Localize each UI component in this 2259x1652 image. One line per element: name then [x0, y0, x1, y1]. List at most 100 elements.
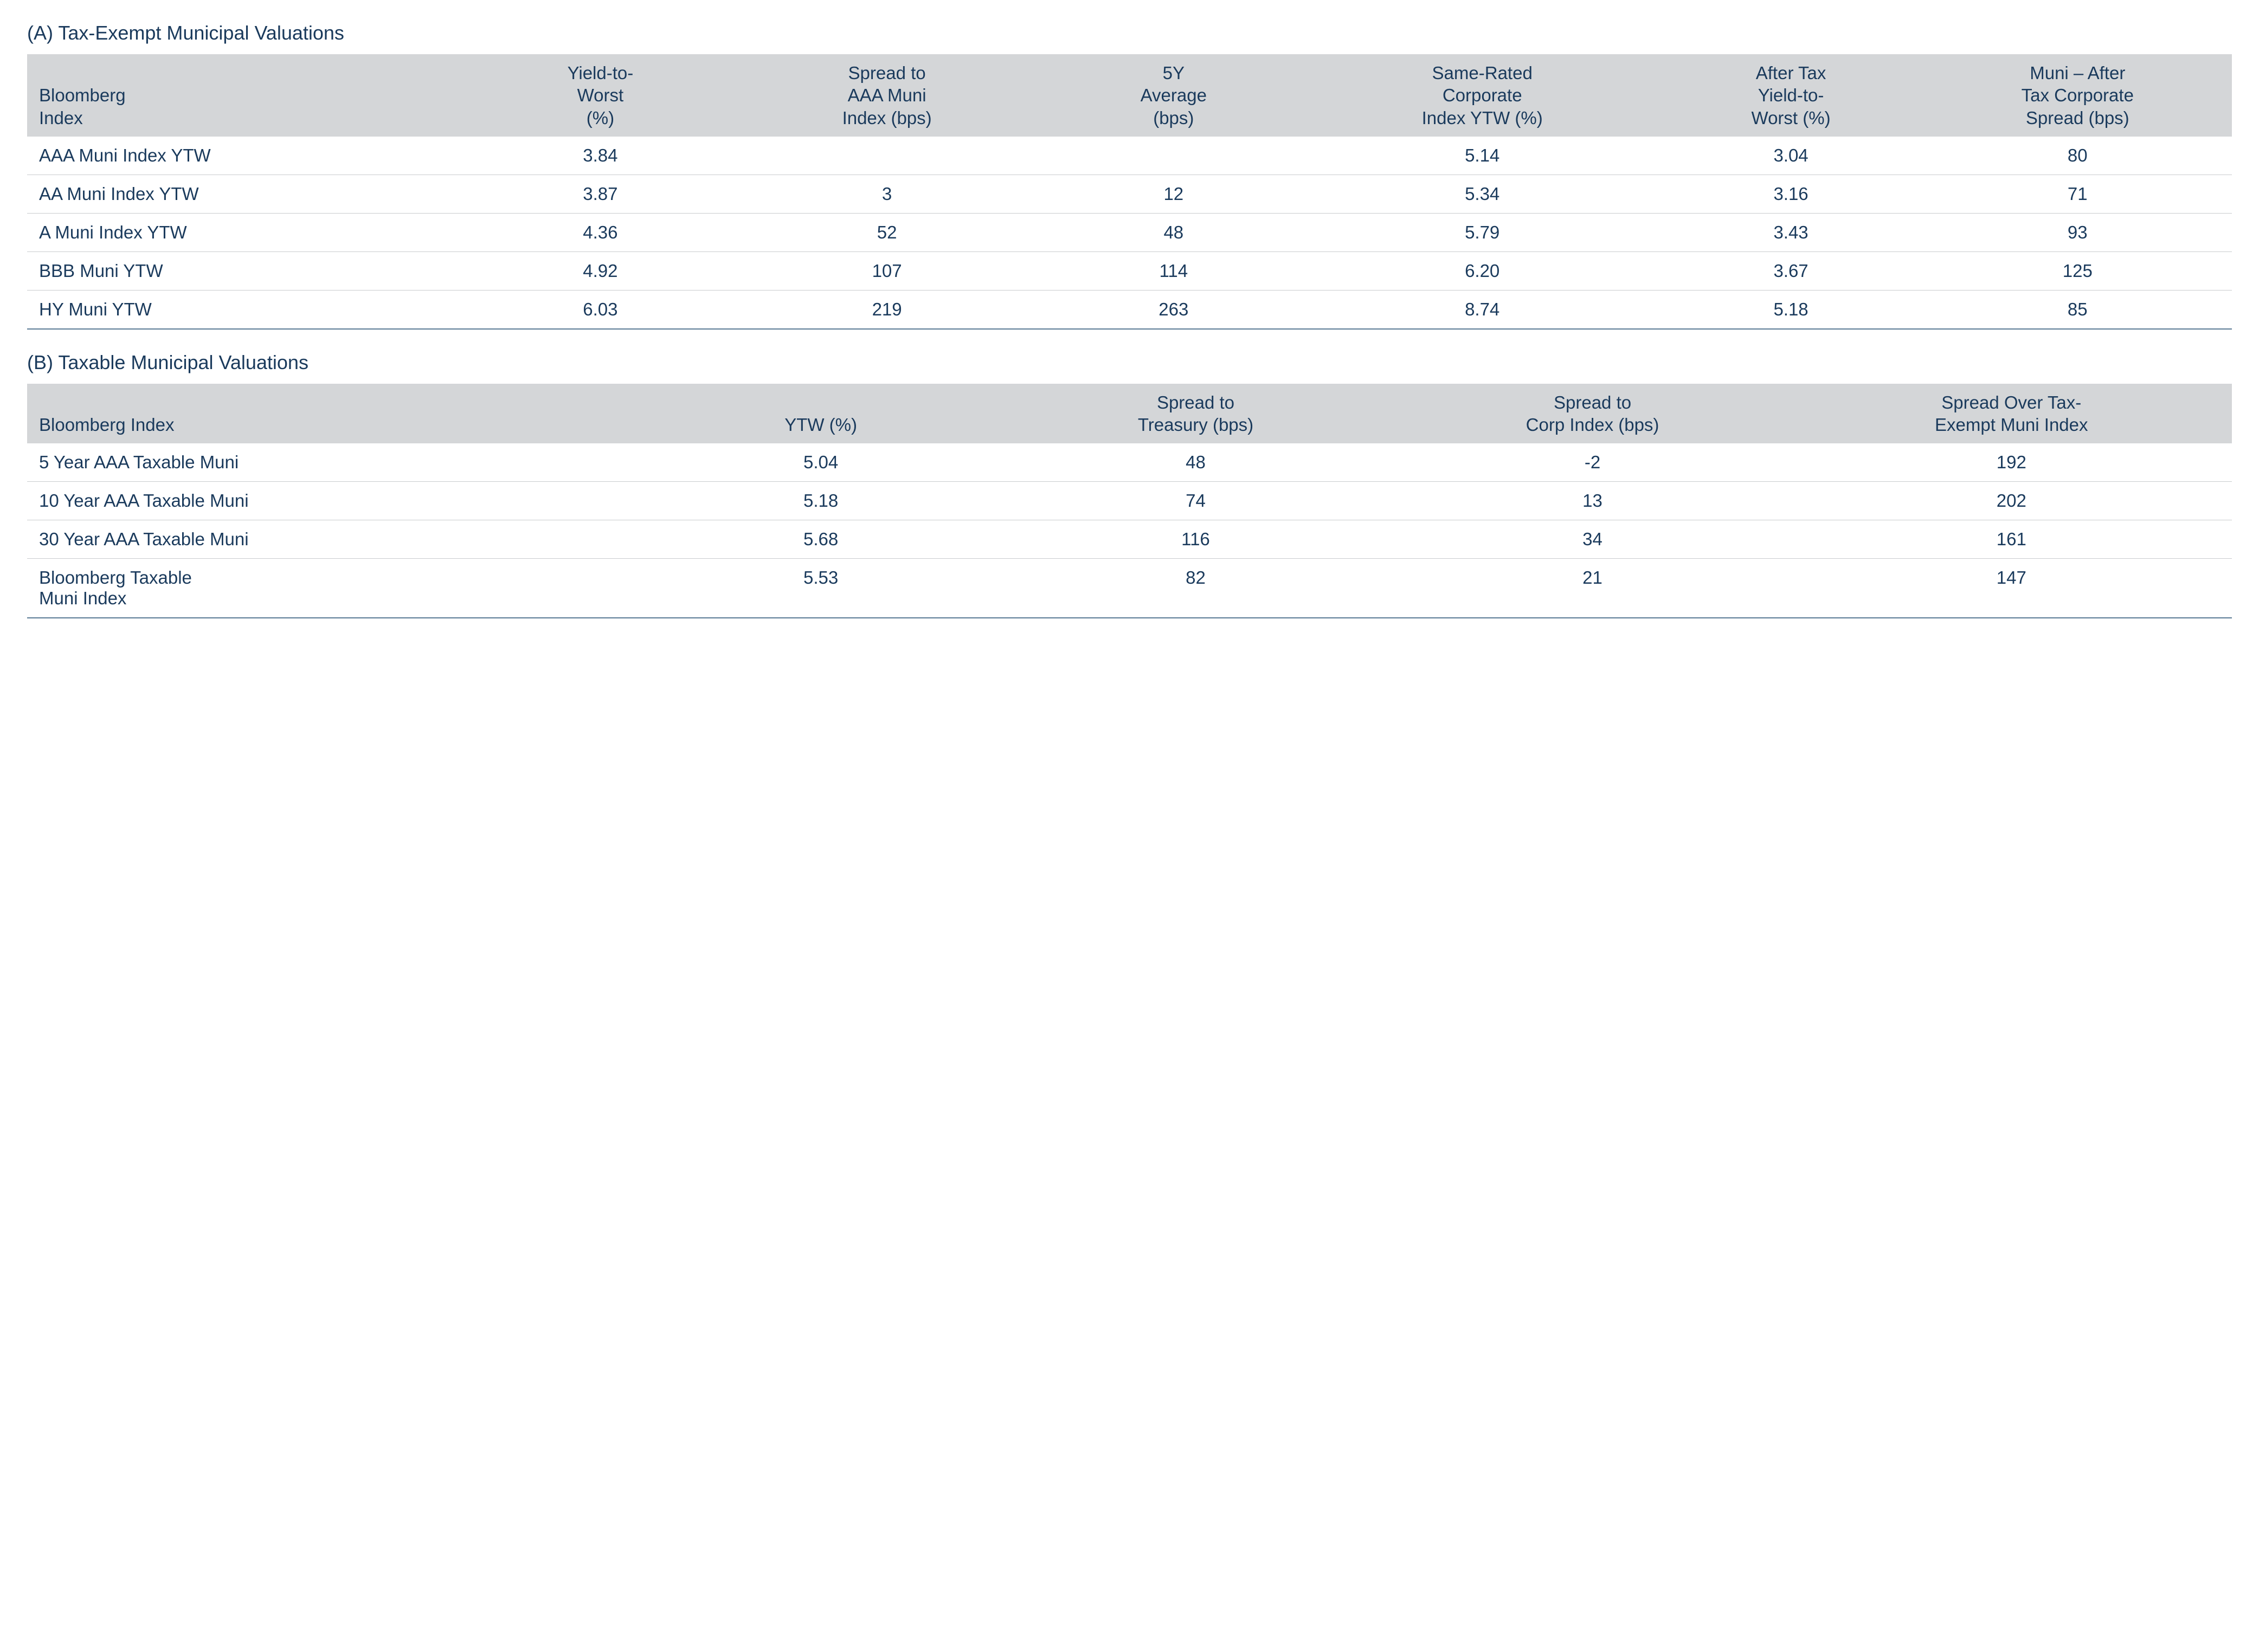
table-row: AAA Muni Index YTW 3.84 5.14 3.04 80 — [27, 137, 2232, 175]
cell-value: 263 — [1041, 290, 1306, 329]
cell-value: 5.04 — [645, 443, 997, 482]
cell-value: 5.18 — [645, 482, 997, 520]
hdr-text: Corp Index (bps) — [1400, 414, 1786, 436]
table-a-header-row: Bloomberg Index Yield-to- Worst (%) Spre… — [27, 54, 2232, 137]
table-row: BBB Muni YTW 4.92 107 114 6.20 3.67 125 — [27, 251, 2232, 290]
hdr-text: Spread to — [738, 62, 1035, 84]
cell-value: 3.87 — [468, 175, 732, 213]
cell-value: 6.20 — [1306, 251, 1659, 290]
col-bloomberg-index: Bloomberg Index — [27, 384, 645, 444]
hdr-text: After Tax — [1664, 62, 1918, 84]
cell-value: 85 — [1923, 290, 2232, 329]
cell-value: 202 — [1791, 482, 2232, 520]
cell-value: -2 — [1394, 443, 1791, 482]
cell-label: Bloomberg Taxable Muni Index — [27, 559, 645, 618]
table-row: A Muni Index YTW 4.36 52 48 5.79 3.43 93 — [27, 213, 2232, 251]
cell-value: 4.36 — [468, 213, 732, 251]
cell-value: 192 — [1791, 443, 2232, 482]
cell-value: 3.16 — [1659, 175, 1923, 213]
cell-value: 52 — [732, 213, 1041, 251]
cell-value: 125 — [1923, 251, 2232, 290]
col-spread-over-tax-exempt: Spread Over Tax- Exempt Muni Index — [1791, 384, 2232, 444]
taxable-muni-table: Bloomberg Index YTW (%) Spread to Treasu… — [27, 384, 2232, 619]
col-ytw: Yield-to- Worst (%) — [468, 54, 732, 137]
hdr-text: Yield-to- — [1664, 84, 1918, 106]
cell-label: A Muni Index YTW — [27, 213, 468, 251]
cell-value: 107 — [732, 251, 1041, 290]
cell-value: 219 — [732, 290, 1041, 329]
cell-label: AA Muni Index YTW — [27, 175, 468, 213]
col-5y-avg: 5Y Average (bps) — [1041, 54, 1306, 137]
hdr-text: Tax Corporate — [1929, 84, 2226, 106]
col-same-rated-corp: Same-Rated Corporate Index YTW (%) — [1306, 54, 1659, 137]
hdr-text: Spread to — [1400, 391, 1786, 414]
col-after-tax-ytw: After Tax Yield-to- Worst (%) — [1659, 54, 1923, 137]
cell-text: Bloomberg Taxable — [39, 567, 639, 588]
cell-label: BBB Muni YTW — [27, 251, 468, 290]
col-spread-corp: Spread to Corp Index (bps) — [1394, 384, 1791, 444]
cell-label: HY Muni YTW — [27, 290, 468, 329]
cell-value: 12 — [1041, 175, 1306, 213]
col-bloomberg-index: Bloomberg Index — [27, 54, 468, 137]
table-row: 30 Year AAA Taxable Muni 5.68 116 34 161 — [27, 520, 2232, 559]
cell-value — [732, 137, 1041, 175]
cell-value: 114 — [1041, 251, 1306, 290]
cell-value: 3.43 — [1659, 213, 1923, 251]
cell-value: 21 — [1394, 559, 1791, 618]
cell-value: 4.92 — [468, 251, 732, 290]
cell-value: 3.84 — [468, 137, 732, 175]
cell-value: 116 — [997, 520, 1394, 559]
cell-value: 13 — [1394, 482, 1791, 520]
hdr-text: Worst — [473, 84, 727, 106]
table-row: Bloomberg Taxable Muni Index 5.53 82 21 … — [27, 559, 2232, 618]
hdr-text: Same-Rated — [1311, 62, 1653, 84]
cell-value: 71 — [1923, 175, 2232, 213]
hdr-text: Spread (bps) — [1929, 107, 2226, 129]
cell-value: 34 — [1394, 520, 1791, 559]
cell-value: 3 — [732, 175, 1041, 213]
hdr-text: Bloomberg — [39, 84, 462, 106]
hdr-text: Index (bps) — [738, 107, 1035, 129]
cell-label: AAA Muni Index YTW — [27, 137, 468, 175]
section-a-title: (A) Tax-Exempt Municipal Valuations — [27, 22, 2232, 44]
cell-value: 80 — [1923, 137, 2232, 175]
hdr-text: Corporate — [1311, 84, 1653, 106]
cell-value: 5.34 — [1306, 175, 1659, 213]
hdr-text: (bps) — [1047, 107, 1301, 129]
section-b-title: (B) Taxable Municipal Valuations — [27, 351, 2232, 374]
cell-value: 48 — [1041, 213, 1306, 251]
cell-value: 5.79 — [1306, 213, 1659, 251]
hdr-text: Index YTW (%) — [1311, 107, 1653, 129]
hdr-text: Spread to — [1002, 391, 1388, 414]
hdr-text: AAA Muni — [738, 84, 1035, 106]
cell-value: 161 — [1791, 520, 2232, 559]
cell-value: 5.53 — [645, 559, 997, 618]
col-spread-aaa: Spread to AAA Muni Index (bps) — [732, 54, 1041, 137]
table-row: AA Muni Index YTW 3.87 3 12 5.34 3.16 71 — [27, 175, 2232, 213]
hdr-text: Muni – After — [1929, 62, 2226, 84]
hdr-text: Treasury (bps) — [1002, 414, 1388, 436]
table-row: 5 Year AAA Taxable Muni 5.04 48 -2 192 — [27, 443, 2232, 482]
table-row: HY Muni YTW 6.03 219 263 8.74 5.18 85 — [27, 290, 2232, 329]
table-b-header-row: Bloomberg Index YTW (%) Spread to Treasu… — [27, 384, 2232, 444]
cell-value: 8.74 — [1306, 290, 1659, 329]
cell-label: 10 Year AAA Taxable Muni — [27, 482, 645, 520]
cell-value: 6.03 — [468, 290, 732, 329]
cell-value: 5.68 — [645, 520, 997, 559]
col-muni-after-tax-spread: Muni – After Tax Corporate Spread (bps) — [1923, 54, 2232, 137]
hdr-text: Average — [1047, 84, 1301, 106]
hdr-text: Spread Over Tax- — [1797, 391, 2226, 414]
cell-value: 93 — [1923, 213, 2232, 251]
col-spread-treasury: Spread to Treasury (bps) — [997, 384, 1394, 444]
tax-exempt-table: Bloomberg Index Yield-to- Worst (%) Spre… — [27, 54, 2232, 330]
col-ytw: YTW (%) — [645, 384, 997, 444]
hdr-text: Index — [39, 107, 462, 129]
cell-label: 30 Year AAA Taxable Muni — [27, 520, 645, 559]
hdr-text: Worst (%) — [1664, 107, 1918, 129]
cell-value: 48 — [997, 443, 1394, 482]
hdr-text: Yield-to- — [473, 62, 727, 84]
cell-value: 5.14 — [1306, 137, 1659, 175]
hdr-text: 5Y — [1047, 62, 1301, 84]
cell-value: 5.18 — [1659, 290, 1923, 329]
cell-value: 74 — [997, 482, 1394, 520]
